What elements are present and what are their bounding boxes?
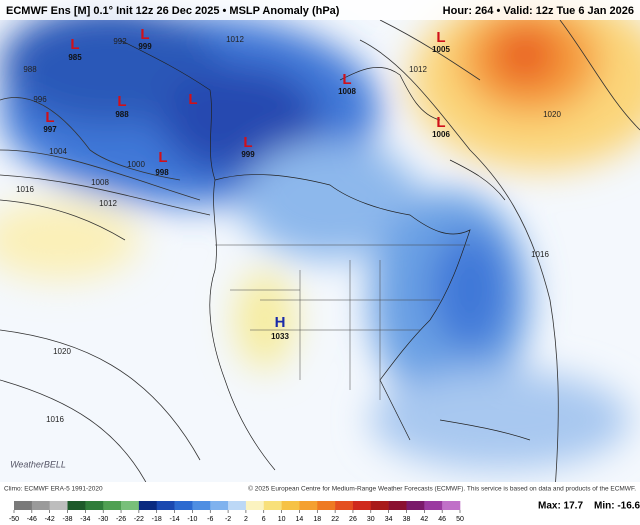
isobar-label: 1012 [409, 65, 427, 74]
colorbar-label: 2 [244, 516, 248, 523]
colorbar-label: -46 [27, 516, 37, 523]
pressure-value: 998 [155, 168, 169, 177]
colorbar-label: 10 [278, 516, 286, 523]
colorbar-label: 6 [262, 516, 266, 523]
colorbar-label: -14 [169, 516, 179, 523]
colorbar-segment [228, 501, 247, 510]
pressure-value: 999 [241, 150, 255, 159]
colorbar-label: -6 [207, 516, 213, 523]
low-marker: L [117, 93, 126, 110]
colorbar-label: 46 [438, 516, 446, 523]
pressure-value: 1008 [338, 87, 356, 96]
colorbar-segment [406, 501, 425, 510]
isobar-labels: 1004 1008 1012 1016 1020 1016 1000 996 9… [16, 35, 561, 424]
low-marker: L [70, 36, 79, 53]
pressure-value: 1006 [432, 130, 450, 139]
isobar-label: 1016 [16, 185, 34, 194]
colorbar-label: 14 [296, 516, 304, 523]
pressure-value: 1033 [271, 332, 289, 341]
min-value: Min: -16.6 [594, 501, 640, 512]
colorbar-label: -34 [80, 516, 90, 523]
colorbar-label: 34 [385, 516, 393, 523]
isobar-label: 1020 [53, 347, 71, 356]
colorbar-segment [424, 501, 443, 510]
colorbar-segment [14, 501, 33, 510]
colorbar-label: -2 [225, 516, 231, 523]
low-marker: L [243, 134, 252, 151]
low-marker: L [140, 26, 149, 43]
isobar-label: 992 [113, 37, 127, 46]
low-marker: L [436, 114, 445, 131]
colorbar-segment [299, 501, 318, 510]
pressure-value: 988 [115, 110, 129, 119]
colorbar-segment [85, 501, 104, 510]
pressure-value: 1005 [432, 45, 450, 54]
colorbar-label: -26 [116, 516, 126, 523]
logo: WeatherBELL [10, 459, 66, 469]
colorbar-label: -38 [62, 516, 72, 523]
colorbar-segment [263, 501, 282, 510]
colorbar-segment [156, 501, 175, 510]
map: ECMWF Ens [M] 0.1° Init 12z 26 Dec 2025 … [0, 0, 640, 495]
colorbar-label: 26 [349, 516, 357, 523]
colorbar-label: 38 [403, 516, 411, 523]
max-value: Max: 17.7 [538, 501, 583, 512]
high-marker: H [275, 314, 286, 331]
isobar-label: 1004 [49, 147, 67, 156]
colorbar-segment [31, 501, 50, 510]
colorbar-segment [174, 501, 193, 510]
colorbar-label: -18 [152, 516, 162, 523]
colorbar-segment [370, 501, 389, 510]
isobar-label: 1012 [99, 199, 117, 208]
colorbar-segment [281, 501, 300, 510]
colorbar-segment [317, 501, 336, 510]
header-title: ECMWF Ens [M] 0.1° Init 12z 26 Dec 2025 … [6, 5, 340, 17]
low-marker: L [158, 149, 167, 166]
colorbar-label: -22 [134, 516, 144, 523]
colorbar-label: -30 [98, 516, 108, 523]
isobar-label: 1012 [226, 35, 244, 44]
colorbar-label: -42 [45, 516, 55, 523]
pressure-value: 997 [43, 125, 57, 134]
colorbar-label: -10 [187, 516, 197, 523]
pressure-value: 985 [68, 53, 82, 62]
isobar-label: 1000 [127, 160, 145, 169]
colorbar-label: -50 [9, 516, 19, 523]
colorbar-segment [245, 501, 265, 510]
colorbar-segment [210, 501, 229, 510]
colorbar-label: 42 [420, 516, 428, 523]
colorbar-segment [388, 501, 407, 510]
climo-note: Climo: ECMWF ERA-5 1991-2020 [4, 486, 103, 493]
colorbar-segment [67, 501, 86, 510]
isobar-label: 1008 [91, 178, 109, 187]
colorbar-label: 18 [313, 516, 321, 523]
colorbar-label: 50 [456, 516, 464, 523]
colorbar-segment [103, 501, 122, 510]
low-marker: L [342, 71, 351, 88]
isobar-label: 988 [23, 65, 37, 74]
colorbar-segment [138, 501, 158, 510]
colorbar-label: 22 [331, 516, 339, 523]
low-marker: L [188, 91, 197, 108]
colorbar-segment [352, 501, 372, 510]
colorbar-segment [121, 501, 140, 510]
colorbar-label: 30 [367, 516, 375, 523]
colorbar: -50 -46 -42 -38 -34 -30 -26 -22 -18 -14 -10 -6 -2 2 6 1… [9, 501, 464, 523]
isobar-label: 996 [33, 95, 47, 104]
copyright: © 2025 European Centre for Medium-Range … [248, 485, 636, 493]
isobar-label: 1020 [543, 110, 561, 119]
isobar-label: 1016 [46, 415, 64, 424]
colorbar-segment [335, 501, 354, 510]
low-marker: L [436, 29, 445, 46]
colorbar-segment [442, 501, 461, 510]
pressure-value: 999 [138, 42, 152, 51]
low-marker: L [45, 109, 54, 126]
colorbar-segment [49, 501, 68, 510]
header-valid: Hour: 264 • Valid: 12z Tue 6 Jan 2026 [443, 5, 634, 17]
colorbar-segment [192, 501, 211, 510]
pressure-systems: L 985 L 999 L 988 L L 997 L 998 L 999 L … [43, 26, 450, 341]
isobar-label: 1016 [531, 250, 549, 259]
